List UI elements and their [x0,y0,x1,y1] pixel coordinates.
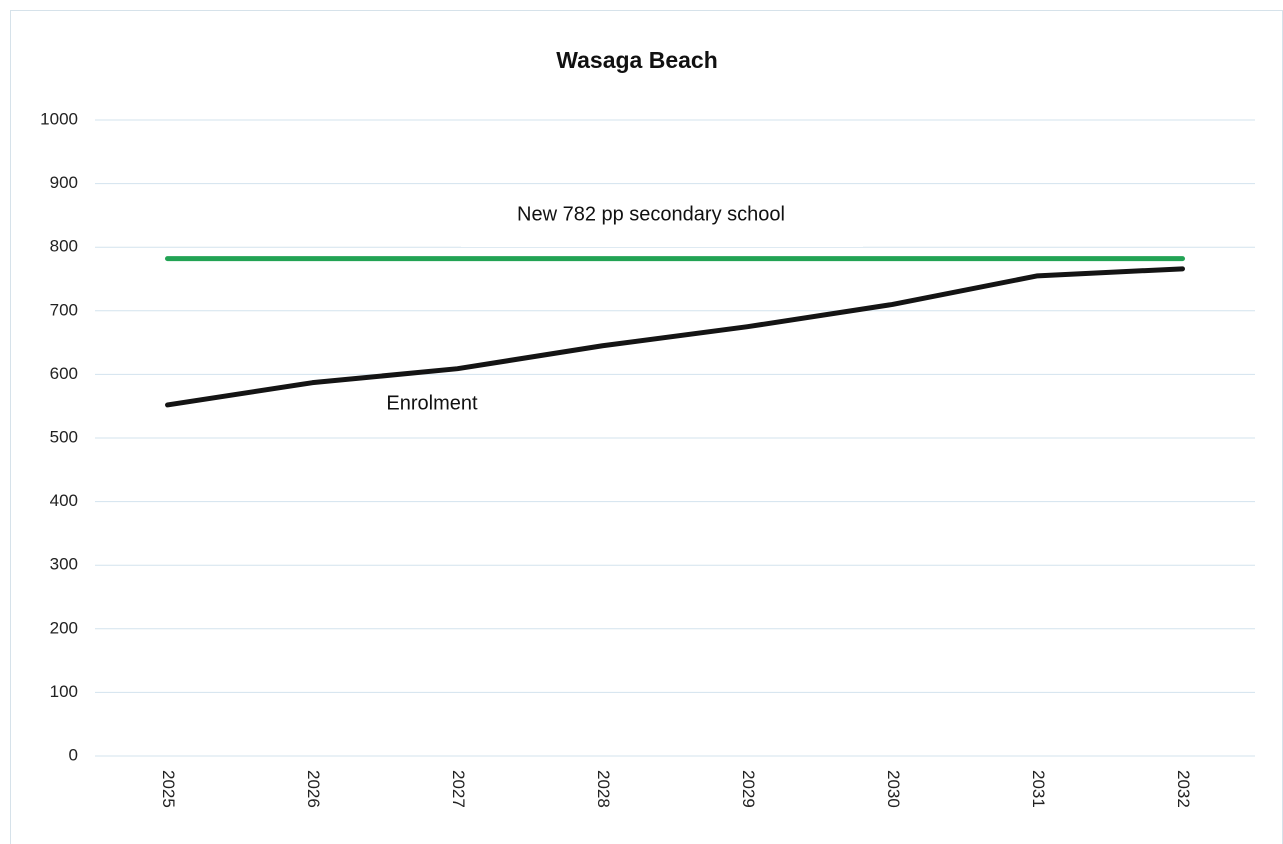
series-line [165,266,1185,408]
x-tick-label: 2032 [1174,770,1193,808]
x-tick-label: 2030 [884,770,903,808]
x-tick-label: 2029 [739,770,758,808]
chart-frame [10,10,1283,844]
x-tick-label: 2027 [449,770,468,808]
y-tick-label: 400 [50,491,78,510]
y-tick-label: 700 [50,300,78,319]
y-tick-label: 100 [50,682,78,701]
y-tick-label: 800 [50,237,78,256]
label-background [461,185,863,247]
y-tick-label: 300 [50,555,78,574]
y-tick-label: 900 [50,173,78,192]
y-tick-label: 500 [50,427,78,446]
series-label: New 782 pp secondary school [517,203,785,225]
y-tick-label: 200 [50,618,78,637]
chart-title: Wasaga Beach [556,47,718,73]
y-tick-label: 1000 [40,109,78,128]
x-tick-label: 2026 [304,770,323,808]
x-tick-label: 2031 [1029,770,1048,808]
y-tick-label: 0 [69,745,78,764]
y-tick-label: 600 [50,364,78,383]
x-tick-label: 2028 [594,770,613,808]
x-tick-label: 2025 [159,770,178,808]
series-label: Enrolment [386,392,478,414]
